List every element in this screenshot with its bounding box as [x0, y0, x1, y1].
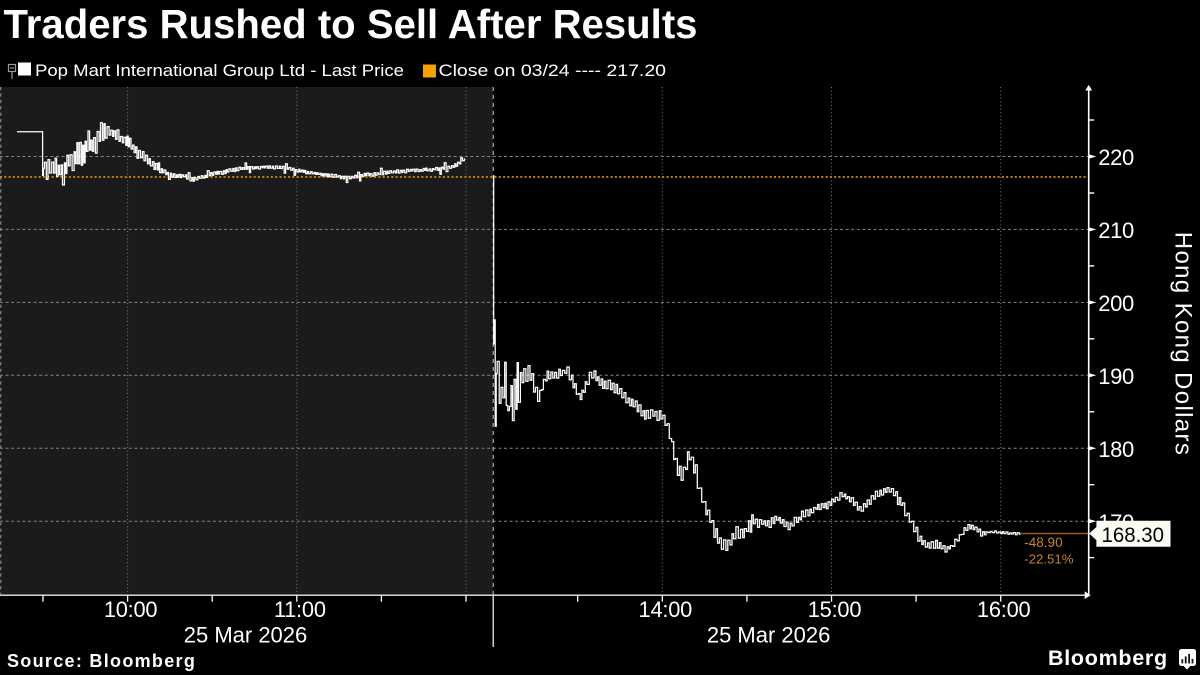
svg-text:Bloomberg: Bloomberg — [1048, 646, 1168, 670]
svg-text:220: 220 — [1098, 145, 1134, 170]
svg-text:15:00: 15:00 — [808, 597, 862, 622]
svg-text:25 Mar 2026: 25 Mar 2026 — [707, 623, 831, 648]
svg-text:16:00: 16:00 — [977, 597, 1031, 622]
svg-text:180: 180 — [1098, 437, 1134, 462]
svg-text:-22.51%: -22.51% — [1024, 552, 1073, 567]
svg-text:14:00: 14:00 — [639, 597, 693, 622]
svg-text:Close on 03/24 ---- 217.20: Close on 03/24 ---- 217.20 — [439, 61, 667, 80]
svg-text:210: 210 — [1098, 218, 1134, 243]
svg-text:10:00: 10:00 — [104, 597, 158, 622]
svg-text:-48.90: -48.90 — [1024, 535, 1062, 550]
svg-text:Source: Bloomberg: Source: Bloomberg — [7, 651, 196, 671]
svg-text:11:00: 11:00 — [274, 597, 326, 622]
svg-text:Traders Rushed to Sell After R: Traders Rushed to Sell After Results — [4, 1, 698, 47]
svg-text:200: 200 — [1098, 291, 1134, 316]
svg-text:Hong Kong Dollars: Hong Kong Dollars — [1170, 232, 1197, 456]
svg-text:25 Mar 2026: 25 Mar 2026 — [184, 623, 308, 648]
svg-text:Pop Mart International Group L: Pop Mart International Group Ltd - Last … — [35, 61, 404, 80]
svg-text:190: 190 — [1098, 364, 1134, 389]
svg-text:168.30: 168.30 — [1102, 523, 1165, 547]
